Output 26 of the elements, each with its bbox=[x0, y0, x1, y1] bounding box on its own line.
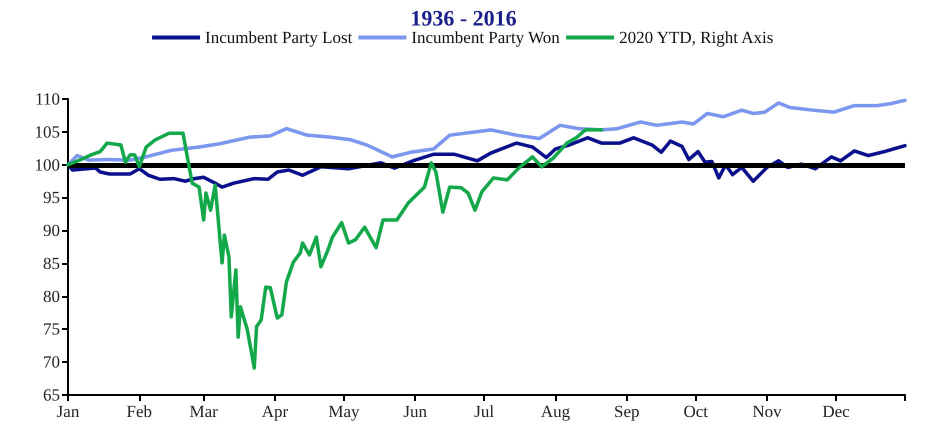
y-tick-label: 100 bbox=[34, 155, 60, 174]
legend-label: 2020 YTD, Right Axis bbox=[619, 28, 774, 47]
y-tick-label: 80 bbox=[43, 286, 60, 306]
x-tick-label: May bbox=[328, 402, 360, 421]
y-tick-label: 95 bbox=[43, 188, 60, 208]
x-tick-label: Oct bbox=[683, 402, 708, 421]
y-tick-label: 85 bbox=[43, 254, 60, 273]
legend-label: Incumbent Party Lost bbox=[205, 28, 353, 47]
y-tick-label: 65 bbox=[43, 386, 60, 404]
legend-label: Incumbent Party Won bbox=[411, 28, 560, 47]
chart-title: 1936 - 2016 bbox=[410, 6, 517, 30]
y-tick-label: 70 bbox=[43, 352, 60, 372]
x-tick-label: Jun bbox=[403, 402, 428, 421]
x-tick-label: Jul bbox=[474, 402, 494, 421]
x-tick-label: Dec bbox=[822, 402, 850, 421]
x-tick-label: Sep bbox=[614, 402, 640, 421]
x-tick-label: Aug bbox=[540, 402, 571, 421]
x-tick-label: Feb bbox=[126, 402, 152, 421]
y-tick-label: 90 bbox=[43, 221, 60, 240]
x-tick-label: Nov bbox=[752, 402, 782, 421]
y-tick-label: 105 bbox=[34, 122, 60, 142]
y-tick-label: 110 bbox=[35, 90, 60, 108]
y-tick-label: 75 bbox=[43, 320, 60, 339]
x-tick-label: Jan bbox=[56, 402, 80, 421]
x-tick-label: Mar bbox=[190, 402, 218, 421]
x-tick-label: Apr bbox=[262, 402, 288, 421]
